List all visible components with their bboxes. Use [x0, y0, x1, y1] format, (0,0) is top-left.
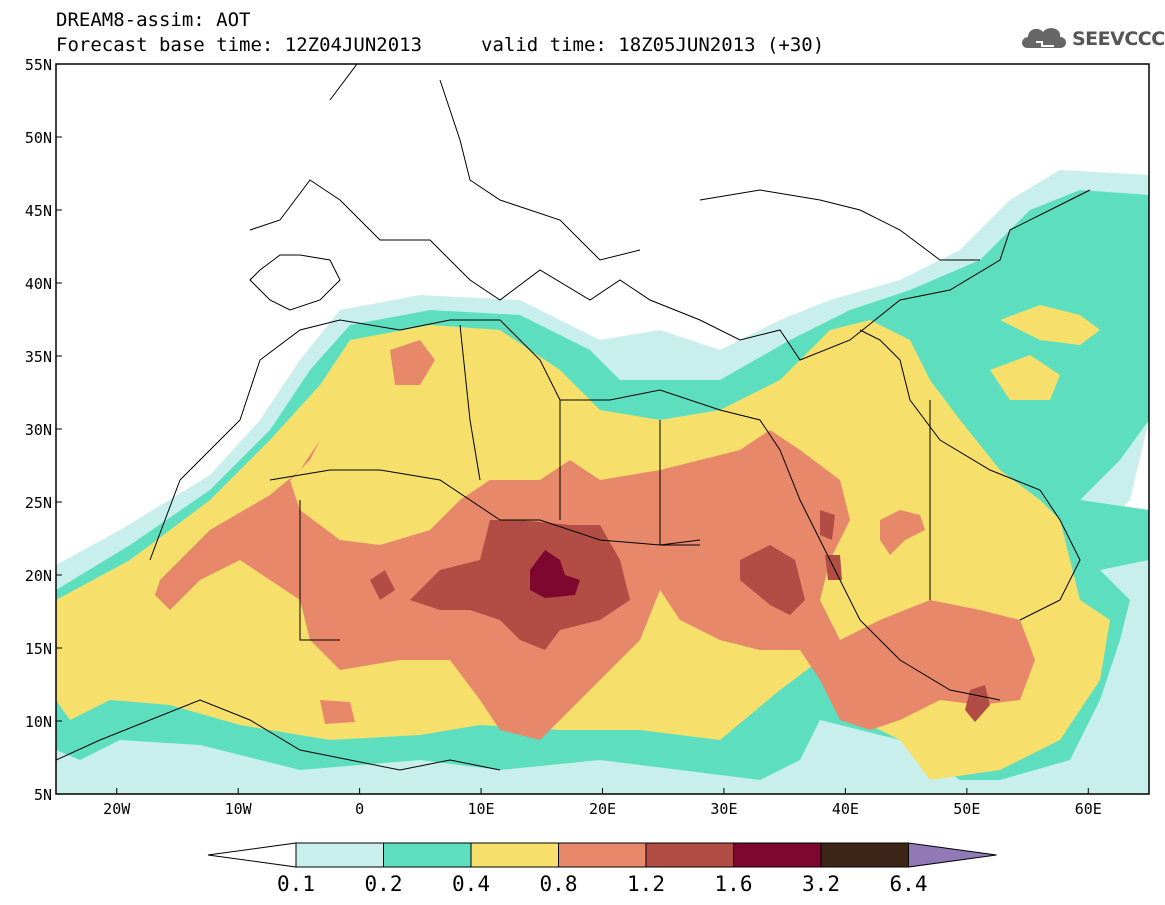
lat-label: 55N: [25, 56, 52, 74]
forecast-base-time: Forecast base time: 12Z04JUN2013: [56, 34, 423, 56]
map-title: DREAM8-assim: AOT: [56, 9, 251, 31]
colorbar-tick-label: 1.2: [627, 872, 665, 896]
colorbar-segment: [908, 842, 997, 868]
colorbar-tick-label: 6.4: [890, 872, 928, 896]
lon-label: 10E: [468, 800, 495, 818]
colorbar-tick-label: 0.4: [452, 872, 490, 896]
colorbar-segment: [470, 842, 559, 868]
lat-label: 40N: [25, 275, 52, 293]
lon-label: 20E: [589, 800, 616, 818]
latitude-labels: 55N 50N 45N 40N 35N 30N 25N 20N 15N 10N 5N: [25, 56, 62, 804]
colorbar-segment: [733, 842, 822, 868]
colorbar-tick-label: 0.2: [365, 872, 403, 896]
lat-label: 45N: [25, 202, 52, 220]
valid-time: valid time: 18Z05JUN2013 (+30): [481, 34, 825, 56]
lat-label: 20N: [25, 567, 52, 585]
colorbar-tick-label: 0.1: [277, 872, 315, 896]
colorbar-tick-label: 3.2: [802, 872, 840, 896]
colorbar-segment: [820, 842, 909, 868]
lon-label: 20W: [103, 800, 131, 818]
logo-text: SEEVCCC: [1072, 28, 1165, 50]
lat-label: 10N: [25, 713, 52, 731]
lon-label: 50E: [953, 800, 980, 818]
colorbar-segment: [383, 842, 472, 868]
colorbar-segment: [295, 842, 384, 868]
colorbar-tick-label: 0.8: [540, 872, 578, 896]
aot-1.2-region: [410, 520, 630, 650]
lat-label: 5N: [34, 786, 52, 804]
lat-label: 35N: [25, 348, 52, 366]
colorbar-segment: [207, 842, 297, 868]
lon-label: 0: [355, 800, 364, 818]
aot-contours: [56, 64, 1149, 794]
lon-label: 60E: [1075, 800, 1102, 818]
lat-label: 25N: [25, 494, 52, 512]
lat-label: 50N: [25, 129, 52, 147]
cloud-logo-icon: [1022, 28, 1066, 48]
lon-label: 30E: [710, 800, 737, 818]
coastlines: [56, 64, 1091, 771]
lat-label: 15N: [25, 640, 52, 658]
lon-label: 10W: [225, 800, 253, 818]
colorbar-segment: [645, 842, 734, 868]
colorbar-segment: [558, 842, 647, 868]
lon-label: 40E: [832, 800, 859, 818]
lat-label: 30N: [25, 421, 52, 439]
longitude-labels: 20W 10W 0 10E 20E 30E 40E 50E 60E: [103, 788, 1102, 818]
aot-1.6-region: [530, 550, 580, 598]
colorbar-tick-label: 1.6: [715, 872, 753, 896]
colorbar: 0.1 0.2 0.4 0.8 1.2 1.6 3.2 6.4: [207, 842, 997, 896]
